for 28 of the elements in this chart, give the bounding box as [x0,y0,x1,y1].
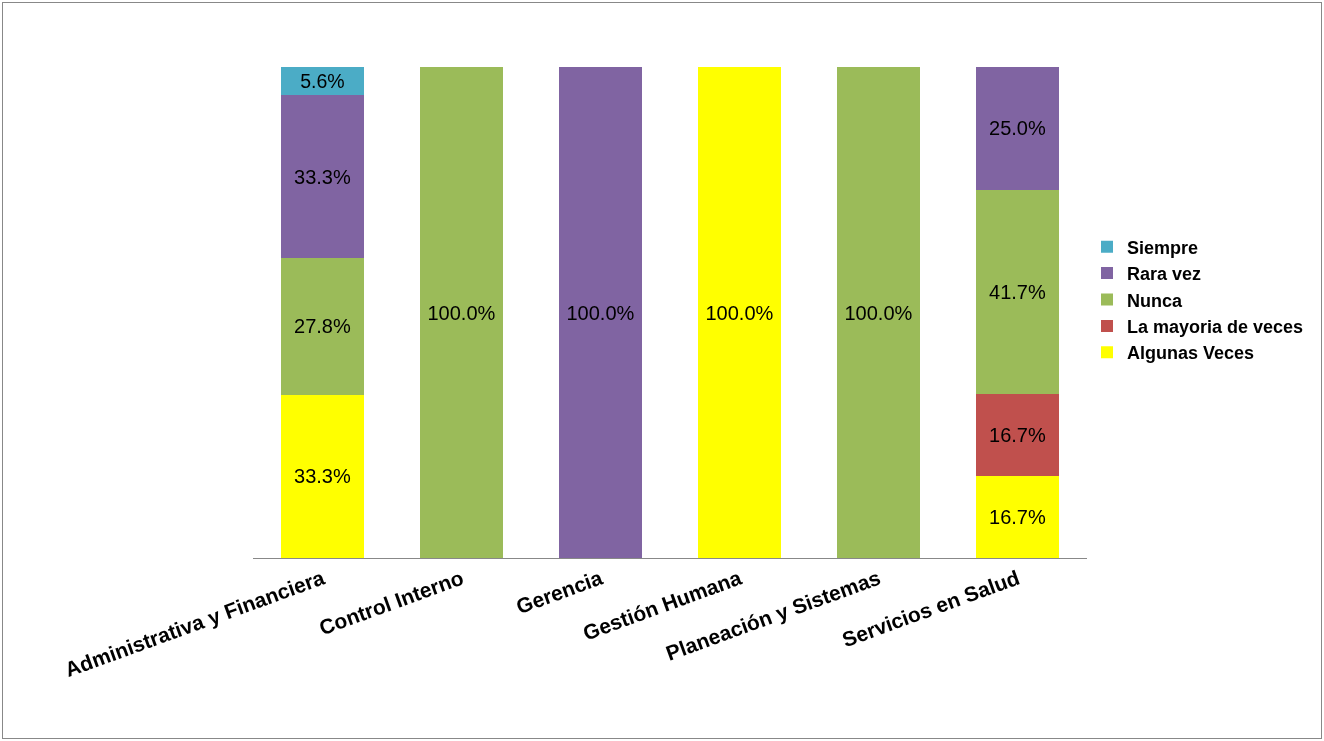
data-label: 33.3% [294,465,351,488]
bar [836,67,921,558]
data-label: 25.0% [989,117,1046,140]
bar [975,189,1060,395]
bar [975,66,1060,190]
bar [697,67,782,558]
data-label: 16.7% [989,424,1046,447]
legend-label: Siempre [1127,237,1199,258]
legend-label: Nunca [1127,290,1183,311]
data-label: 5.6% [300,69,345,92]
legend-label: Algunas Veces [1127,343,1255,364]
bar [419,67,504,558]
bar [280,394,365,558]
bar [975,476,1060,558]
legend-label: Rara vez [1127,264,1202,285]
data-label: 33.3% [294,165,351,188]
legend-label: La mayoria de veces [1127,316,1304,337]
data-label: 100.0% [844,301,913,324]
bar [558,67,643,558]
data-label: 100.0% [427,301,496,324]
bar [975,394,1060,477]
bar [280,258,365,395]
data-label: 41.7% [989,280,1046,303]
data-label: 100.0% [705,301,774,324]
data-label: 27.8% [294,315,351,338]
data-label: 100.0% [566,301,635,324]
bar [280,94,365,259]
data-label: 16.7% [989,506,1046,529]
